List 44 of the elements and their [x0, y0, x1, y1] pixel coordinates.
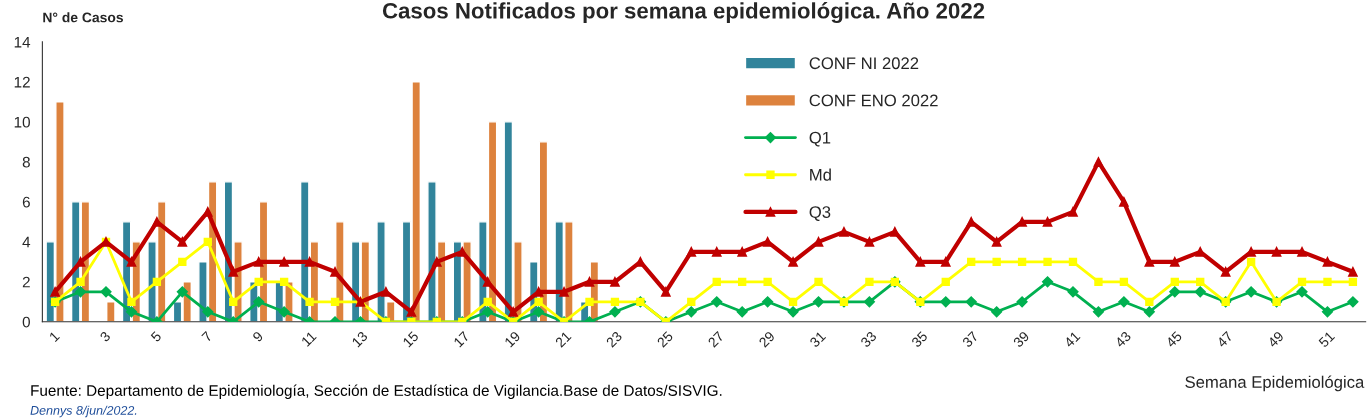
x-tick-label: 9 — [252, 330, 264, 343]
source-note: Fuente: Departamento de Epidemiología, Sección de Estadística de Vigilancia.Base de Datos/SISVIG. — [31, 384, 722, 399]
x-tick-label: 27 — [707, 330, 725, 348]
legend-label: Q1 — [809, 131, 831, 147]
x-tick-label: 21 — [554, 330, 572, 348]
y-tick-label: 4 — [22, 236, 31, 248]
y-tick-label: 14 — [14, 36, 31, 48]
x-tick-label: 17 — [453, 330, 470, 348]
x-tick-label: 31 — [809, 330, 827, 348]
text: Dennys 8/jun/2022. — [30, 405, 137, 418]
x-tick-label: 47 — [1216, 330, 1234, 348]
x-tick-label: 33 — [860, 330, 878, 348]
x-tick-label: 3 — [99, 330, 111, 343]
y-tick-label: 0 — [22, 316, 30, 328]
x-tick-label: 35 — [910, 330, 928, 348]
y-axis-title: N° de Casos — [43, 12, 123, 23]
y-tick-label: 2 — [22, 276, 30, 288]
x-tick-label: 29 — [758, 330, 776, 348]
x-tick-label: 19 — [504, 330, 521, 348]
x-tick-label: 23 — [605, 330, 623, 348]
legend-label: Q3 — [809, 206, 831, 221]
y-tick-label: 8 — [22, 156, 30, 168]
chart-title: Casos Notificados por semana epidemiológica. Año 2022 — [382, 2, 985, 24]
x-tick-label: 7 — [201, 330, 213, 343]
x-tick-label: 13 — [351, 330, 369, 348]
y-tick-label: 12 — [14, 76, 30, 88]
x-tick-label: 1 — [48, 330, 60, 342]
x-tick-label: 49 — [1267, 330, 1285, 349]
x-tick-label: 43 — [1114, 330, 1132, 349]
legend-label: Md — [810, 168, 831, 181]
x-tick-label: 37 — [961, 330, 979, 348]
x-tick-label: 11 — [301, 330, 317, 347]
x-tick-label: 41 — [1063, 330, 1081, 348]
x-tick-label: 25 — [656, 330, 674, 348]
x-tick-label: 39 — [1012, 330, 1030, 348]
x-tick-label: 51 — [1318, 330, 1336, 348]
x-tick-label: 45 — [1165, 330, 1183, 349]
y-tick-label: 10 — [14, 116, 30, 128]
x-axis-title: Semana Epidemiológica — [1185, 375, 1365, 392]
legend-label: CONF ENO 2022 — [809, 94, 938, 107]
x-tick-label: 5 — [150, 330, 162, 343]
legend-label: CONF NI 2022 — [809, 57, 919, 70]
y-tick-label: 6 — [22, 196, 30, 208]
x-tick-label: 15 — [402, 330, 420, 348]
